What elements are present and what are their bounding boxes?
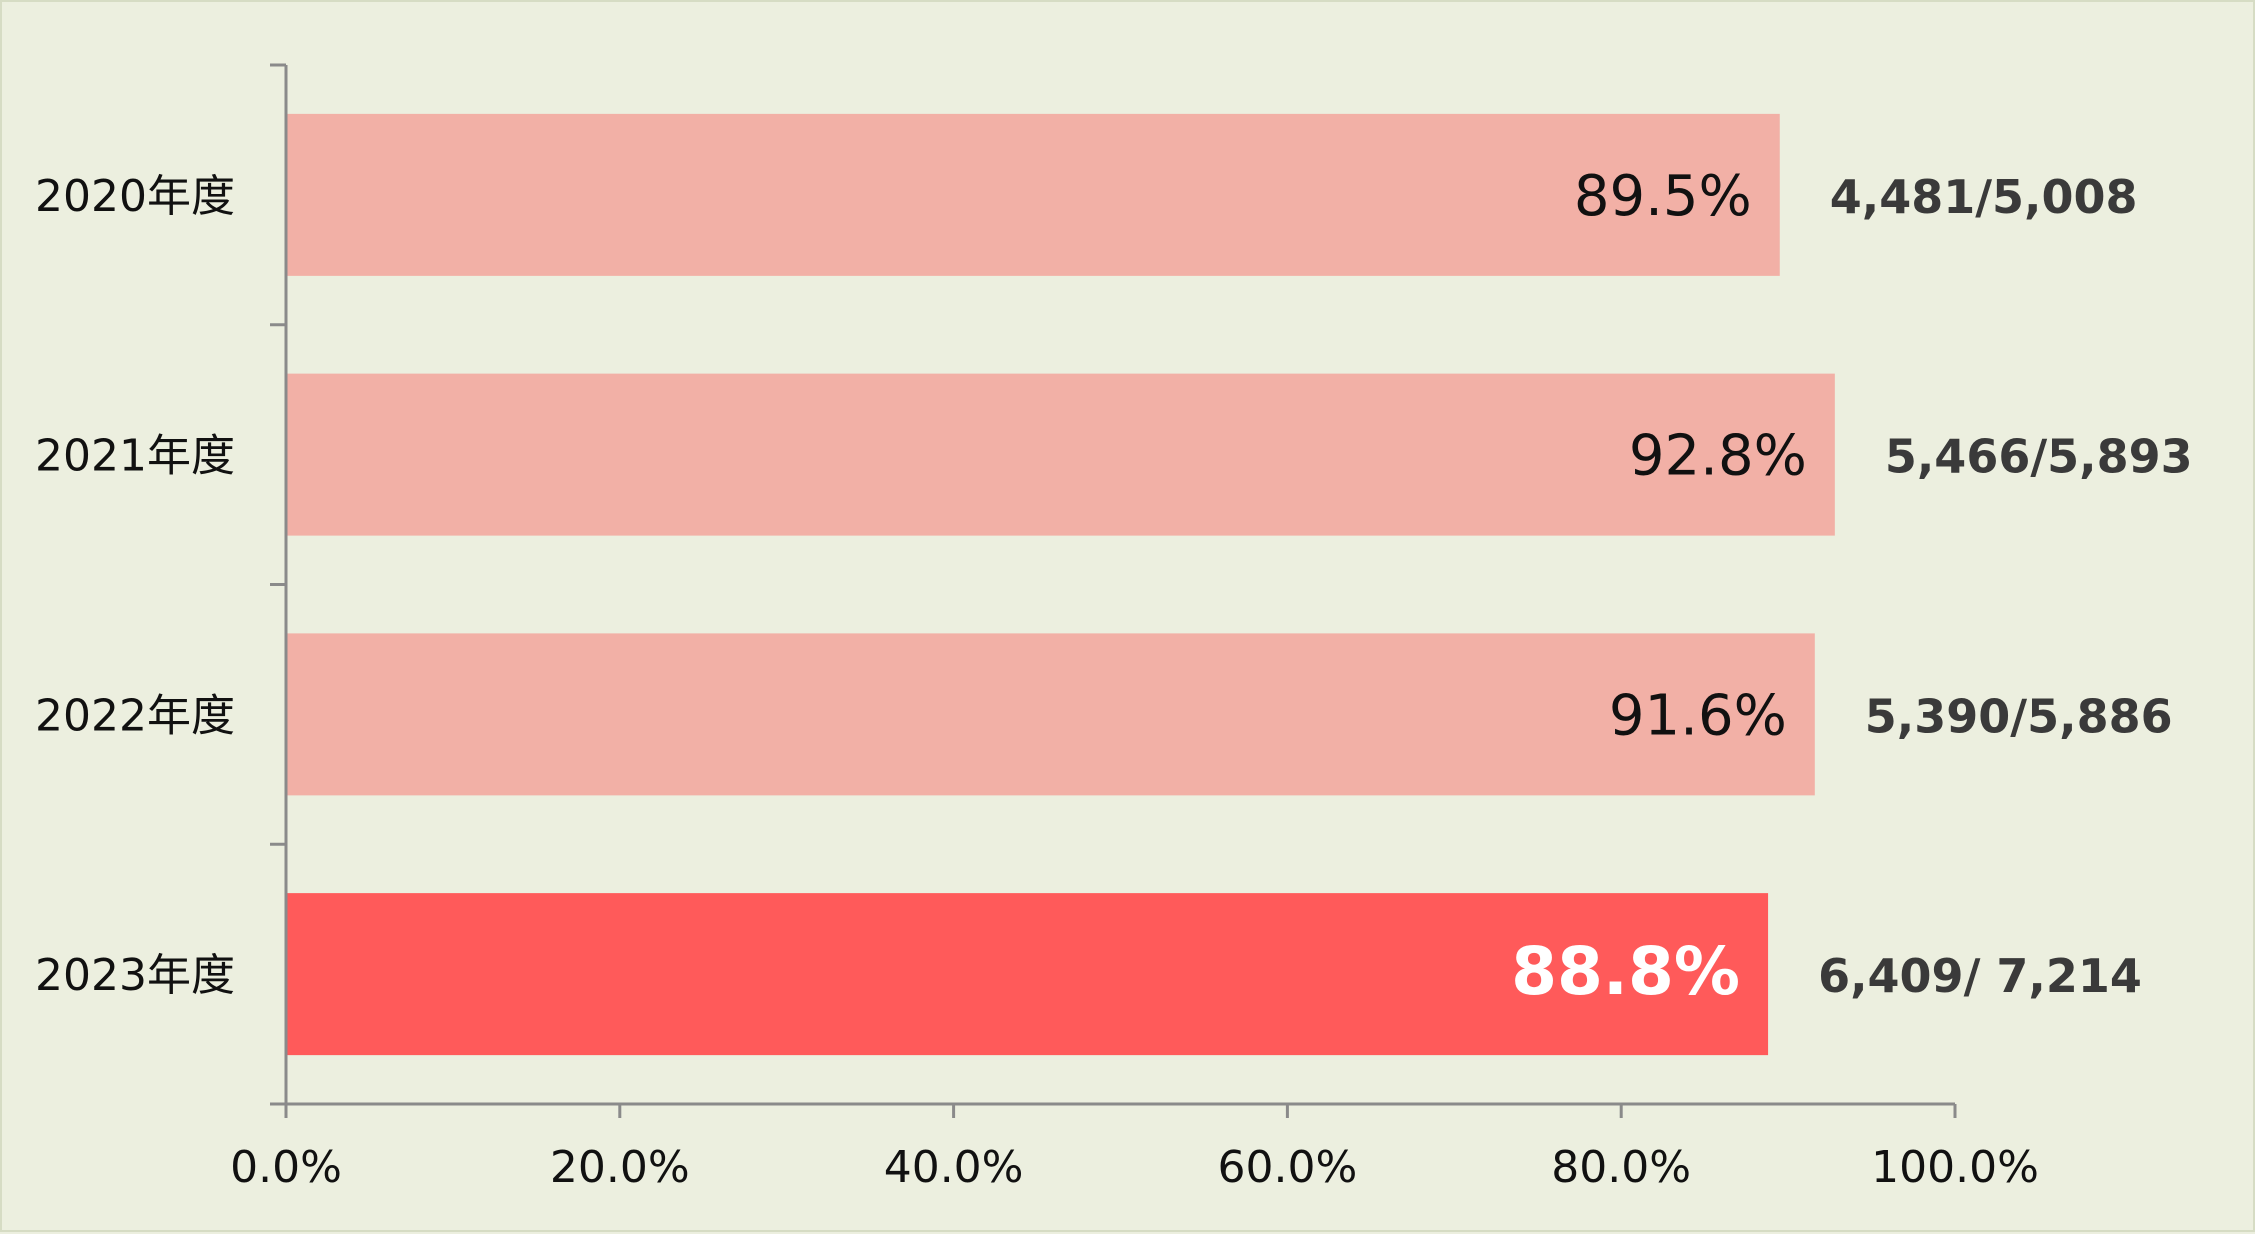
count-label: 6,409/ 7,214 — [1818, 949, 2142, 1003]
x-tick-label: 0.0% — [230, 1142, 342, 1193]
category-label: 2023年度 — [35, 950, 235, 1001]
value-label: 92.8% — [1629, 424, 1807, 489]
category-label: 2020年度 — [35, 171, 235, 222]
bar-0 — [286, 113, 1780, 276]
value-label: 89.5% — [1574, 164, 1752, 229]
bar-1 — [286, 373, 1835, 536]
bar-2 — [286, 633, 1815, 796]
x-tick-label: 20.0% — [550, 1142, 690, 1193]
x-tick-label: 80.0% — [1551, 1142, 1691, 1193]
x-tick-label: 60.0% — [1218, 1142, 1358, 1193]
bar-3 — [286, 893, 1769, 1056]
category-label: 2021年度 — [35, 431, 235, 482]
value-label: 88.8% — [1511, 933, 1740, 1010]
category-label: 2022年度 — [35, 690, 235, 741]
count-label: 5,466/5,893 — [1885, 430, 2193, 484]
x-tick-label: 40.0% — [884, 1142, 1024, 1193]
count-label: 5,390/5,886 — [1865, 689, 2173, 743]
count-label: 4,481/5,008 — [1830, 170, 2138, 224]
value-label: 91.6% — [1609, 683, 1787, 748]
x-tick-label: 100.0% — [1871, 1142, 2039, 1193]
